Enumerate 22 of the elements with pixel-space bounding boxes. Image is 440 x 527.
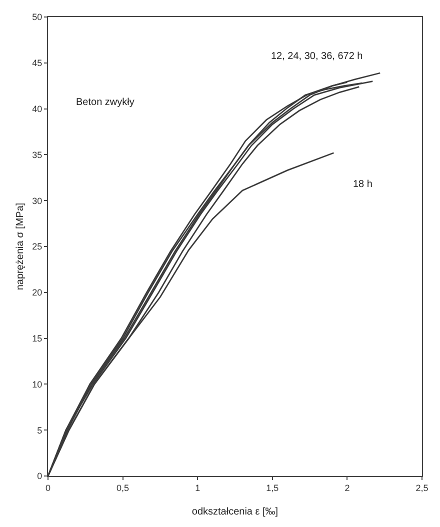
- y-tick-label: 45: [32, 58, 42, 68]
- x-axis-title: odkształcenia ε [‰]: [192, 506, 278, 518]
- x-tick-label: 1: [195, 482, 200, 493]
- y-tick-label: 50: [32, 12, 42, 22]
- annotation: 12, 24, 30, 36, 672 h: [271, 51, 363, 62]
- x-tick-label: 0: [45, 482, 51, 493]
- y-tick-label: 5: [37, 425, 42, 436]
- x-tick-label: 2,5: [416, 482, 428, 493]
- y-tick-label: 0: [37, 471, 42, 482]
- y-tick-label: 20: [32, 288, 42, 298]
- y-tick-label: 15: [32, 333, 42, 344]
- y-tick-label: 35: [32, 150, 42, 160]
- annotation: 18 h: [353, 179, 372, 190]
- y-tick-label: 40: [32, 104, 42, 114]
- y-tick-label: 25: [32, 242, 42, 252]
- annotation: Beton zwykły: [76, 97, 134, 108]
- x-tick-label: 1,5: [266, 482, 279, 493]
- x-tick-label: 0,5: [116, 482, 130, 493]
- x-tick-label: 2: [344, 482, 350, 493]
- y-axis-title: naprężenia σ [MPa]: [15, 202, 26, 290]
- y-tick-label: 30: [32, 196, 42, 206]
- y-tick-label: 10: [32, 379, 42, 390]
